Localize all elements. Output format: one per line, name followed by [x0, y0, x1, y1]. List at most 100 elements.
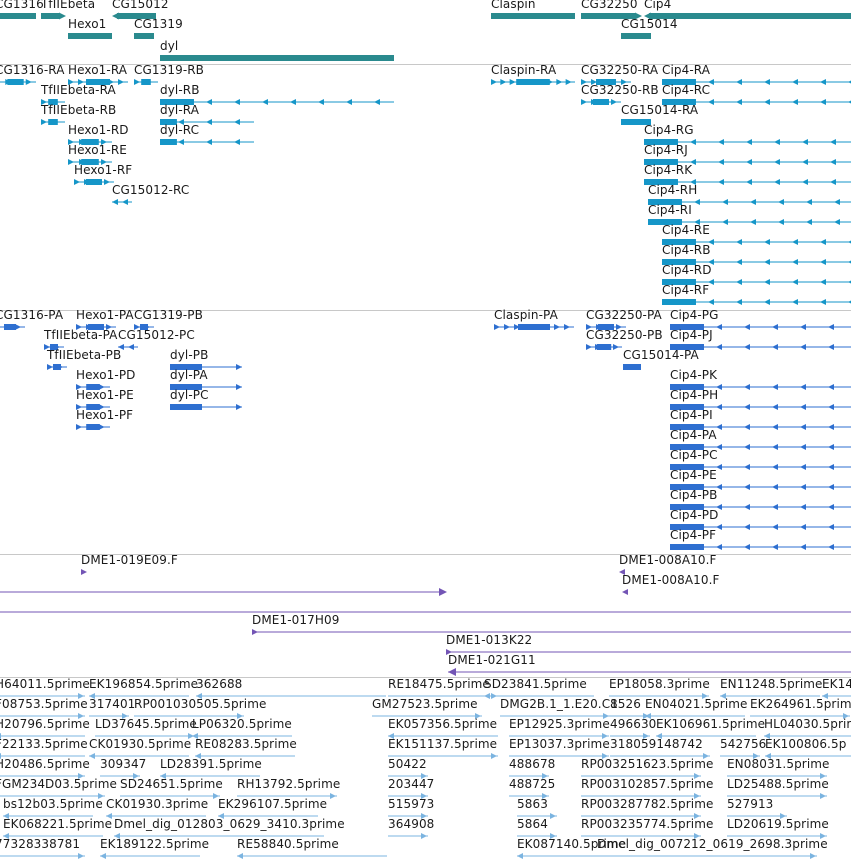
feature-transcript[interactable]: Cip4-RE [662, 223, 851, 248]
feature-est[interactable]: 317401 [89, 697, 135, 722]
feature-protein[interactable]: TfIIEbeta-PA [44, 328, 117, 353]
feature-protein[interactable]: TfIIEbeta-PB [47, 348, 121, 373]
feature-est[interactable]: 542756 [720, 737, 766, 762]
feature-protein[interactable]: CG15012-PC [118, 328, 195, 353]
feature-protein[interactable]: Cip4-PA [670, 428, 851, 453]
feature-protein[interactable]: Hexo1-PD [76, 368, 135, 393]
feature-gene[interactable]: CG1319 [134, 17, 183, 42]
feature-est[interactable]: 488725 [509, 777, 555, 802]
feature-est[interactable]: 362688 [196, 677, 386, 702]
feature-transcript[interactable]: TfIIEbeta-RA [41, 83, 116, 108]
feature-protein[interactable]: CG15014-PA [623, 348, 699, 373]
feature-est[interactable]: EK296107.5prime [218, 797, 327, 822]
feature-est[interactable]: CK01930.3prime [106, 797, 208, 822]
feature-gene[interactable]: Cip4 [644, 0, 851, 22]
feature-transcript[interactable]: CG1316-RA [0, 63, 64, 88]
feature-clone[interactable]: DME1-013K22 [446, 633, 851, 658]
feature-clone[interactable]: DME1-021G11 [448, 653, 851, 678]
feature-est[interactable]: EN11248.5prime [720, 677, 822, 702]
feature-protein[interactable]: CG1319-PB [134, 308, 203, 333]
feature-protein[interactable]: Hexo1-PE [76, 388, 134, 413]
feature-est[interactable]: 515973 [388, 797, 434, 822]
feature-protein[interactable]: dyl-PC [170, 388, 242, 413]
feature-transcript[interactable]: Cip4-RF [662, 283, 851, 308]
feature-protein[interactable]: Cip4-PK [670, 368, 851, 393]
feature-gene[interactable]: CG15014 [621, 17, 677, 42]
feature-est[interactable]: 364908 [388, 817, 434, 842]
feature-protein[interactable]: Cip4-PD [670, 508, 851, 533]
feature-est[interactable]: Dmel_dig_012803_0629_3410.3prime [114, 817, 345, 842]
feature-est[interactable]: Dmel_dig_007212_0619_2698.3prime [597, 837, 828, 862]
feature-est[interactable]: LD25488.5prime [727, 777, 829, 802]
feature-est[interactable]: EK057356.5prime [388, 717, 498, 742]
feature-est[interactable]: EP12925.3prime [509, 717, 610, 742]
feature-transcript[interactable]: Cip4-RG [644, 123, 851, 148]
feature-transcript[interactable]: dyl-RC [160, 123, 254, 148]
feature-est[interactable]: 527913 [727, 797, 787, 822]
feature-protein[interactable]: Hexo1-PA [76, 308, 134, 333]
feature-gene[interactable]: CG1316 [0, 0, 44, 22]
feature-est[interactable]: EK100806.5p [765, 737, 851, 762]
feature-est[interactable]: LD28391.5prime [160, 757, 262, 782]
feature-transcript[interactable]: CG32250-RB [581, 83, 659, 108]
feature-est[interactable]: HL04030.5prime [764, 717, 851, 742]
feature-est[interactable]: SD24651.5prime [120, 777, 223, 802]
feature-transcript[interactable]: CG1319-RB [134, 63, 204, 88]
feature-gene[interactable]: dyl [160, 39, 394, 64]
feature-gene[interactable]: Claspin [491, 0, 575, 22]
feature-protein[interactable]: CG32250-PB [586, 328, 663, 353]
feature-est[interactable]: EK14 [822, 677, 851, 702]
feature-est[interactable]: GM27523.5prime [372, 697, 482, 722]
feature-est[interactable]: EK068221.5prime [3, 817, 112, 842]
feature-protein[interactable]: CG1316-PA [0, 308, 63, 333]
feature-gene[interactable]: TfIIEbeta [41, 0, 95, 22]
feature-transcript[interactable]: Cip4-RA [662, 63, 851, 88]
feature-transcript[interactable]: Hexo1-RA [68, 63, 128, 88]
feature-transcript[interactable]: Hexo1-RF [74, 163, 132, 188]
feature-protein[interactable]: Cip4-PH [670, 388, 851, 413]
feature-transcript[interactable]: CG32250-RA [581, 63, 658, 88]
feature-transcript[interactable]: CG15012-RC [112, 183, 189, 208]
feature-transcript[interactable]: TfIIEbeta-RB [41, 103, 116, 128]
feature-protein[interactable]: Cip4-PG [670, 308, 851, 333]
feature-est[interactable]: F08753.5prime [0, 697, 88, 722]
feature-est[interactable]: RE08283.5prime [195, 737, 297, 762]
feature-clone[interactable] [0, 606, 851, 618]
feature-est[interactable]: RH13792.5prime [237, 777, 340, 802]
feature-est[interactable]: EK189122.5prime [100, 837, 209, 862]
feature-clone[interactable]: DME1-017H09 [252, 613, 851, 638]
feature-est[interactable]: RP003102857.5prime [581, 777, 713, 802]
feature-protein[interactable]: Cip4-PC [670, 448, 851, 473]
feature-est[interactable]: EK151137.5prime [388, 737, 498, 762]
feature-est[interactable]: EN08031.5prime [727, 757, 829, 782]
feature-est[interactable]: 309347 [100, 757, 146, 782]
feature-est[interactable]: RP003287782.5prime [581, 797, 713, 822]
feature-est[interactable]: H20486.5prime [0, 757, 90, 782]
feature-transcript[interactable]: Cip4-RC [662, 83, 851, 108]
feature-transcript[interactable]: Cip4-RB [662, 243, 851, 268]
feature-transcript[interactable]: Claspin-RA [491, 63, 575, 88]
feature-gene[interactable]: Hexo1 [68, 17, 112, 42]
feature-protein[interactable]: Cip4-PI [670, 408, 851, 433]
feature-est[interactable]: 318059148742 [610, 737, 710, 762]
feature-est[interactable]: 5863 [517, 797, 557, 822]
feature-est[interactable]: RP003235774.5prime [581, 817, 713, 842]
feature-est[interactable]: EP13037.3prime [509, 737, 610, 762]
feature-est[interactable]: RP001030505.5prime [134, 697, 266, 722]
feature-transcript[interactable]: dyl-RB [160, 83, 394, 108]
feature-est[interactable]: LD20619.5prime [727, 817, 829, 842]
feature-est[interactable]: 5864 [517, 817, 557, 842]
feature-transcript[interactable]: Cip4-RD [662, 263, 851, 288]
feature-est[interactable]: EN04021.5prime [645, 697, 747, 722]
feature-est[interactable]: EK106961.5prime [656, 717, 765, 742]
feature-est[interactable]: H64011.5prime [0, 677, 90, 702]
feature-est[interactable]: 77328338781 [0, 837, 85, 862]
feature-protein[interactable]: dyl-PA [170, 368, 242, 393]
feature-est[interactable]: RE58840.5prime [237, 837, 387, 862]
feature-est[interactable]: EK264961.5prime [750, 697, 851, 722]
feature-est[interactable]: DMG2B.1_1.E20.C1 [500, 697, 618, 722]
feature-clone[interactable]: DME1-019E09.F [81, 553, 178, 578]
feature-gene[interactable]: CG15012 [112, 0, 168, 22]
feature-gene[interactable]: CG32250 [581, 0, 642, 22]
